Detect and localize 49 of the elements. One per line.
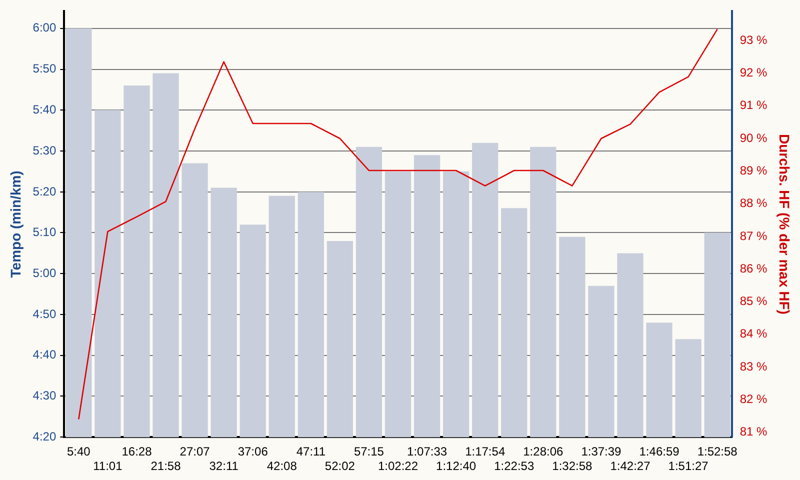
- x-tick-label: 5:40: [66, 444, 91, 459]
- y-tick-label: 4:20: [32, 430, 56, 444]
- x-tick-label: 37:06: [238, 444, 268, 459]
- x-tick-label: 42:08: [266, 459, 298, 474]
- y2-tick-label: 93 %: [740, 32, 768, 47]
- x-tick-label: 1:52:58: [697, 444, 738, 459]
- x-tick-label: 1:12:40: [436, 459, 476, 474]
- y2-tick-label: 87 %: [740, 228, 768, 243]
- y2-tick-label: 81 %: [740, 424, 768, 439]
- x-tick-label: 1:17:54: [465, 444, 506, 459]
- y2-tick-label: 91 %: [740, 98, 768, 112]
- y-tick-label: 5:40: [32, 102, 56, 116]
- y2-tick-label: 92 %: [740, 66, 768, 80]
- y2-tick-label: 86 %: [740, 261, 768, 276]
- x-tick-label: 21:58: [150, 459, 182, 474]
- y2-tick-label: 88 %: [740, 196, 768, 210]
- x-tick-label: 1:32:58: [552, 459, 593, 474]
- y-tick-label: 4:40: [32, 348, 56, 362]
- y2-tick-label: 89 %: [740, 163, 768, 178]
- x-tick-label: 1:51:27: [668, 459, 709, 474]
- y2-tick-label: 82 %: [740, 392, 768, 406]
- y-axis-title: Tempo (min/km): [7, 170, 24, 278]
- y-tick-label: 5:30: [32, 143, 56, 158]
- x-tick-label: 1:22:53: [494, 459, 534, 474]
- y-tick-label: 5:00: [32, 266, 56, 280]
- x-tick-label: 1:37:39: [581, 444, 622, 459]
- y-tick-label: 6:00: [32, 20, 56, 35]
- x-tick-label: 11:01: [93, 459, 123, 474]
- x-tick-label: 27:07: [180, 444, 210, 459]
- x-tick-label: 16:28: [122, 444, 152, 459]
- y-tick-label: 5:50: [32, 62, 56, 76]
- x-tick-label: 1:02:22: [378, 459, 418, 474]
- x-tick-label: 1:46:59: [639, 444, 680, 459]
- y2-tick-label: 84 %: [740, 326, 768, 341]
- x-tick-label: 47:11: [296, 444, 326, 459]
- y2-axis-title: Durchs. HF (% der max HF): [776, 134, 793, 314]
- y-tick-label: 5:20: [32, 184, 56, 198]
- y-tick-label: 4:50: [32, 306, 56, 321]
- y2-tick-label: 90 %: [740, 130, 768, 145]
- x-tick-label: 32:11: [209, 459, 239, 474]
- x-tick-label: 52:02: [324, 459, 356, 474]
- x-tick-label: 1:42:27: [610, 459, 651, 474]
- x-tick-label: 1:28:06: [523, 444, 564, 459]
- y-tick-label: 4:30: [32, 388, 56, 403]
- x-tick-label: 57:15: [354, 444, 384, 459]
- y2-tick-label: 83 %: [740, 359, 768, 374]
- y2-tick-label: 85 %: [740, 294, 768, 308]
- x-tick-label: 1:07:33: [407, 444, 448, 459]
- y-tick-label: 5:10: [32, 224, 56, 239]
